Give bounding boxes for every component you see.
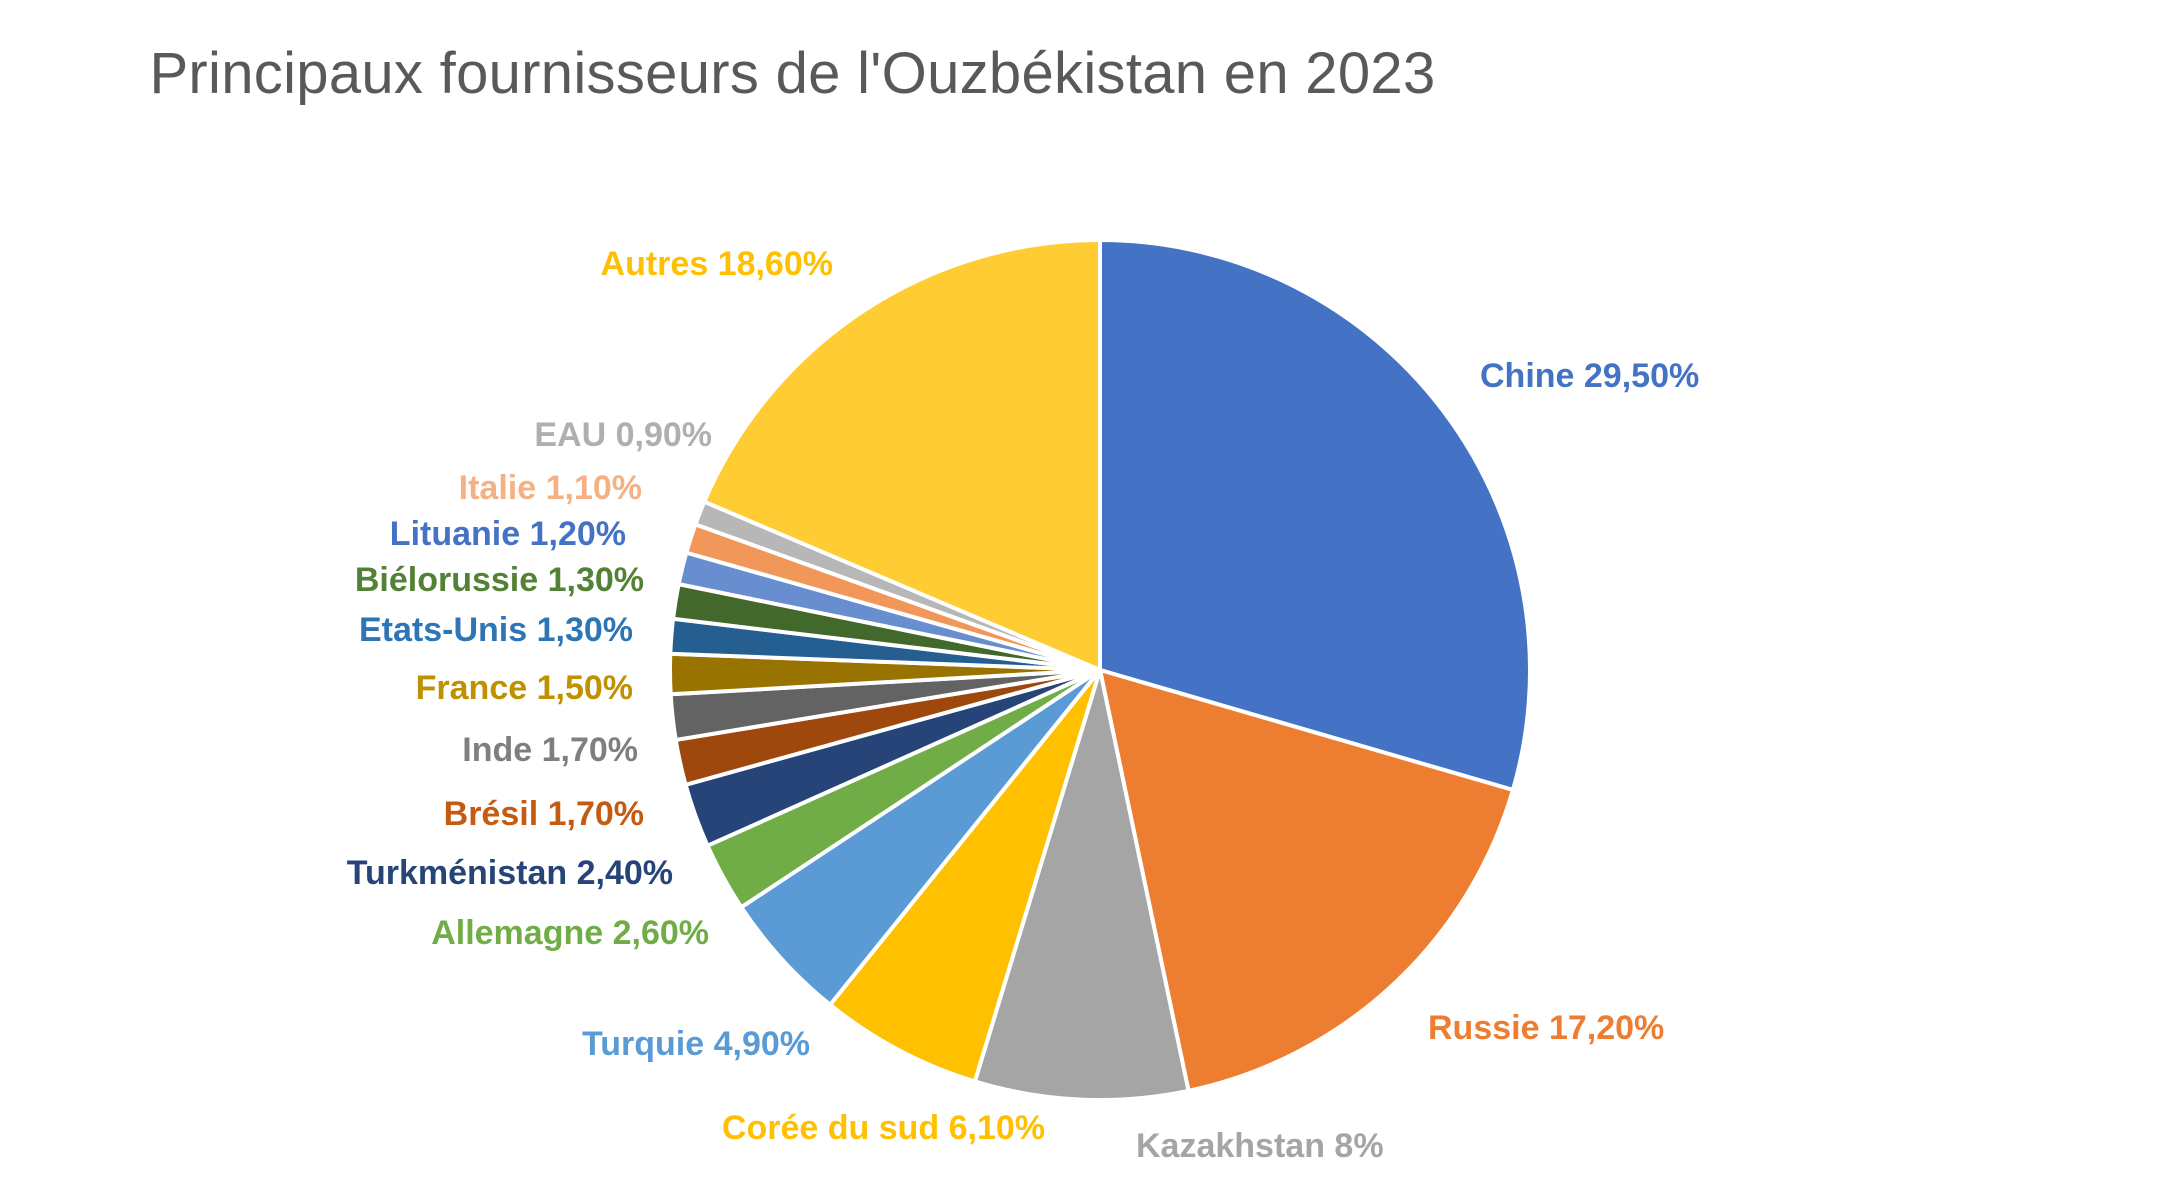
data-label-bresil: Brésil 1,70% [444, 795, 644, 833]
data-label-lituanie: Lituanie 1,20% [390, 515, 626, 553]
data-label-coree-du-sud: Corée du sud 6,10% [722, 1109, 1045, 1147]
data-label-inde: Inde 1,70% [462, 731, 638, 769]
data-label-turquie: Turquie 4,90% [582, 1025, 810, 1063]
data-label-france: France 1,50% [416, 669, 633, 707]
pie-slice-autres [702, 238, 1102, 672]
pie-slice-russie [1098, 668, 1515, 1093]
pie-slices [668, 238, 1532, 1102]
data-label-russie: Russie 17,20% [1428, 1009, 1664, 1047]
data-label-turkmenistan: Turkménistan 2,40% [347, 854, 673, 892]
chart-title: Principaux fournisseurs de l'Ouzbékistan… [149, 41, 1436, 106]
data-label-bielorussie: Biélorussie 1,30% [355, 561, 644, 599]
data-label-italie: Italie 1,10% [459, 469, 642, 507]
pie-slice-kazakhstan [972, 668, 1191, 1102]
data-label-autres: Autres 18,60% [601, 245, 833, 283]
pie-slice-chine [1098, 238, 1532, 792]
data-label-chine: Chine 29,50% [1480, 357, 1699, 395]
data-label-allemagne: Allemagne 2,60% [431, 914, 709, 952]
pie-slice-coree-du-sud [828, 668, 1102, 1084]
data-label-eau: EAU 0,90% [534, 416, 712, 454]
data-label-etats-unis: Etats-Unis 1,30% [359, 611, 633, 649]
pie-labels: Chine 29,50% Russie 17,20% Kazakhstan 8% Co… [347, 245, 1700, 1165]
data-label-kazakhstan: Kazakhstan 8% [1136, 1127, 1384, 1165]
